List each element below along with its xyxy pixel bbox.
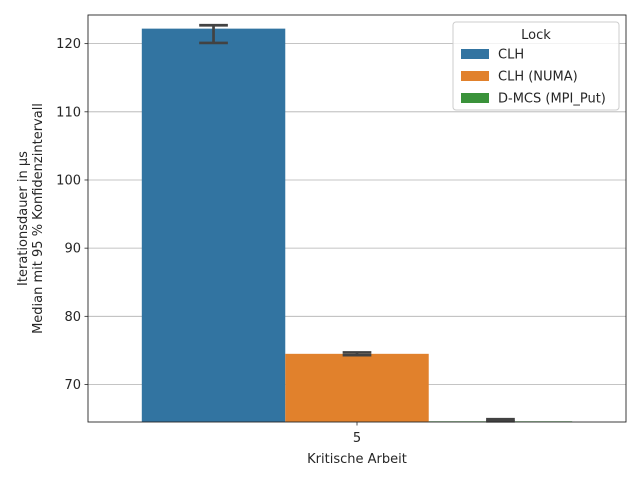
y-tick-label: 100 [56,173,81,188]
y-tick-label: 90 [64,242,81,257]
y-tick-label: 110 [56,105,81,120]
legend-label: CLH [498,48,524,63]
bar [141,28,286,423]
x-tick-label: 5 [353,431,361,446]
x-axis: 5 [353,422,361,446]
legend-label: CLH (NUMA) [498,70,578,85]
y-axis-title: Iterationsdauer in µs Median mit 95 % Ko… [16,103,46,334]
y-tick-label: 80 [64,310,81,325]
y-axis-title-line-2: Median mit 95 % Konfidenzintervall [31,103,46,334]
y-tick-label: 120 [56,37,81,52]
bar [285,353,429,422]
y-axis: 70 80 90 100 110 120 [56,37,88,393]
y-tick-label: 70 [64,378,81,393]
legend: Lock CLH CLH (NUMA) D-MCS (MPI_Put) [452,21,620,111]
legend-swatch [461,93,489,103]
legend-box [452,21,620,111]
x-axis-title: Kritische Arbeit [307,452,407,467]
bars [141,28,573,423]
legend-title: Lock [521,28,551,43]
y-axis-title-line-1: Iterationsdauer in µs [16,151,31,286]
legend-items: CLH CLH (NUMA) D-MCS (MPI_Put) [461,48,606,107]
legend-label: D-MCS (MPI_Put) [498,92,606,107]
legend-swatch [461,71,489,81]
error-bars [199,23,515,423]
legend-swatch [461,49,489,59]
